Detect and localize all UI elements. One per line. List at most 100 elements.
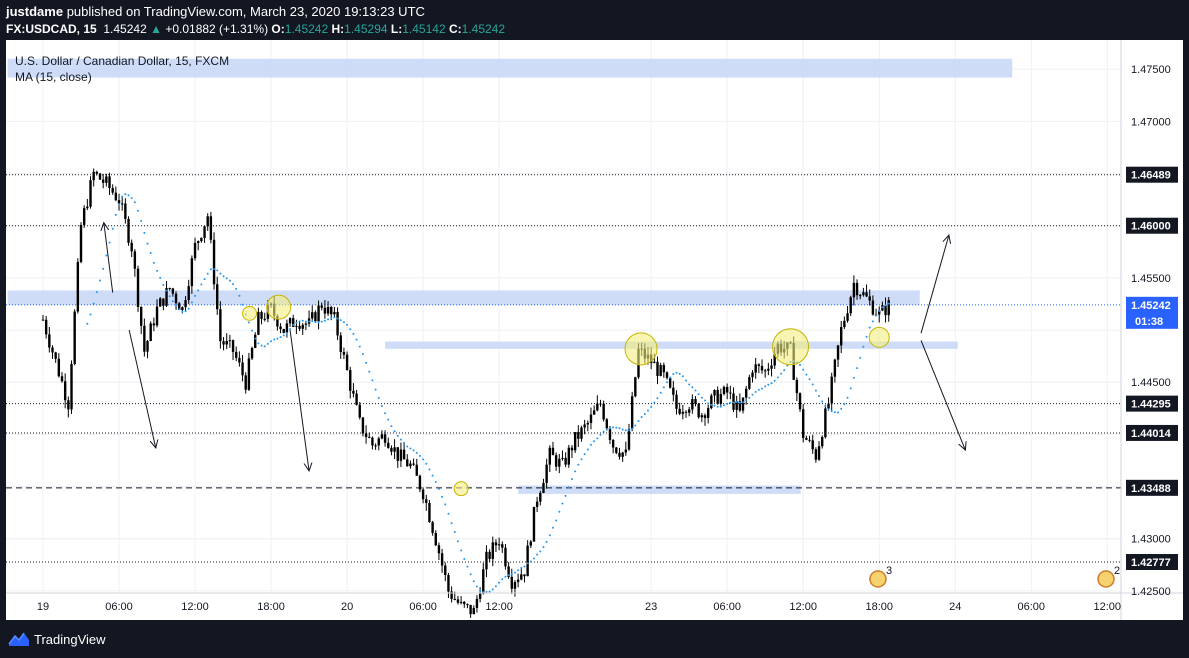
author-name[interactable]: justdame <box>6 4 64 19</box>
candle-body-129 <box>450 591 453 599</box>
brand-name[interactable]: TradingView <box>34 632 106 647</box>
ma-point-151 <box>520 567 523 570</box>
candle-body-107 <box>380 434 384 439</box>
candle-body-92 <box>333 311 336 315</box>
ma-point-202 <box>681 375 684 378</box>
candle-body-264 <box>878 310 881 315</box>
ma-point-67 <box>254 337 257 340</box>
ma-point-40 <box>168 295 171 298</box>
ma-point-223 <box>748 396 751 399</box>
ma-point-61 <box>235 287 238 290</box>
price-level-badge-0 <box>1126 166 1178 183</box>
ma-point-29 <box>133 201 136 204</box>
chart-area[interactable]: 3 2 1.47500 1.47000 1.45500 1.44500 1.43000 1.4… <box>6 40 1183 620</box>
ma-point-197 <box>665 381 668 384</box>
ma-point-37 <box>159 276 162 279</box>
ma-point-200 <box>675 371 678 374</box>
ma-point-156 <box>536 553 539 556</box>
publish-info: justdame published on TradingView.com, M… <box>6 4 425 19</box>
candle-body-44 <box>181 307 184 311</box>
ma-point-252 <box>840 407 843 410</box>
candle-body-141 <box>488 551 491 559</box>
ma-point-71 <box>266 342 269 345</box>
ma-point-79 <box>292 323 295 326</box>
candle-body-75 <box>279 326 282 330</box>
candle-body-97 <box>349 369 352 391</box>
candle-body-209 <box>703 415 707 418</box>
ma-point-194 <box>656 397 659 400</box>
ma-point-176 <box>599 433 602 436</box>
candle-body-41 <box>171 288 175 294</box>
ma-point-181 <box>615 426 618 429</box>
price-tick-1: 1.47000 <box>1131 116 1171 128</box>
candle-body-262 <box>871 300 875 315</box>
ma-point-146 <box>504 575 507 578</box>
ma-point-108 <box>384 412 387 415</box>
candle-body-110 <box>390 447 393 452</box>
ma-point-52 <box>206 272 209 275</box>
candle-body-133 <box>463 601 466 605</box>
candle-body-47 <box>190 258 194 287</box>
ma-point-163 <box>558 510 561 513</box>
ma-point-65 <box>247 321 250 324</box>
ma-point-26 <box>124 193 127 196</box>
ma-point-120 <box>422 458 425 461</box>
ma-point-104 <box>371 379 374 382</box>
ma-point-119 <box>418 454 421 457</box>
ma-point-55 <box>216 269 219 272</box>
candle-body-261 <box>868 296 871 301</box>
candle-body-150 <box>516 579 520 583</box>
ma-point-53 <box>209 268 212 271</box>
indicator-label[interactable]: MA (15, close) <box>15 70 92 84</box>
candle-body-66 <box>250 347 254 359</box>
ma-point-208 <box>700 396 703 399</box>
candle-body-88 <box>320 305 323 308</box>
candle-body-25 <box>120 203 124 205</box>
ma-point-244 <box>814 389 817 392</box>
tradingview-logo-icon[interactable] <box>8 630 30 648</box>
candle-body-15 <box>89 180 92 207</box>
ma-point-217 <box>729 401 732 404</box>
candle-body-260 <box>865 292 868 297</box>
ma-point-251 <box>837 411 840 414</box>
time-tick-8: 06:00 <box>713 601 741 613</box>
highlight-circle-1 <box>266 294 292 320</box>
candle-body-100 <box>358 404 361 418</box>
event-count-0: 3 <box>886 565 892 577</box>
price-chart[interactable]: 3 2 1.47500 1.47000 1.45500 1.44500 1.43000 1.4… <box>6 40 1183 620</box>
candle-body-136 <box>472 608 475 615</box>
candle-body-58 <box>225 340 228 345</box>
candle-body-13 <box>82 208 86 225</box>
candle-body-22 <box>111 187 114 193</box>
candle-body-143 <box>494 542 498 546</box>
candle-body-19 <box>101 179 105 183</box>
price-tick-0: 1.47500 <box>1131 64 1171 76</box>
price-tick-5: 1.42500 <box>1131 586 1171 598</box>
ma-point-247 <box>824 404 827 407</box>
ma-point-183 <box>621 428 624 431</box>
price-level-label-3: 1.44014 <box>1131 428 1172 440</box>
ma-point-233 <box>780 372 783 375</box>
ma-point-162 <box>555 519 558 522</box>
candle-body-33 <box>146 341 149 352</box>
price-level-label-2: 1.44295 <box>1131 399 1171 411</box>
ma-point-42 <box>175 304 178 307</box>
candle-body-203 <box>684 411 688 413</box>
candle-body-251 <box>836 345 840 360</box>
ma-point-147 <box>507 574 510 577</box>
ma-point-22 <box>111 227 114 230</box>
ma-point-123 <box>431 474 434 477</box>
time-tick-0: 19 <box>37 601 49 613</box>
price-tick-3: 1.44500 <box>1131 377 1171 389</box>
candle-body-69 <box>260 311 263 319</box>
candle-body-82 <box>301 324 304 329</box>
candle-body-181 <box>615 447 618 453</box>
ma-point-69 <box>260 344 263 347</box>
ma-point-174 <box>593 440 596 443</box>
candle-body-206 <box>694 399 697 404</box>
ma-point-175 <box>596 437 599 440</box>
candle-body-173 <box>589 414 593 423</box>
ma-point-57 <box>222 275 225 278</box>
candle-body-60 <box>231 340 235 352</box>
candle-body-103 <box>368 436 371 438</box>
